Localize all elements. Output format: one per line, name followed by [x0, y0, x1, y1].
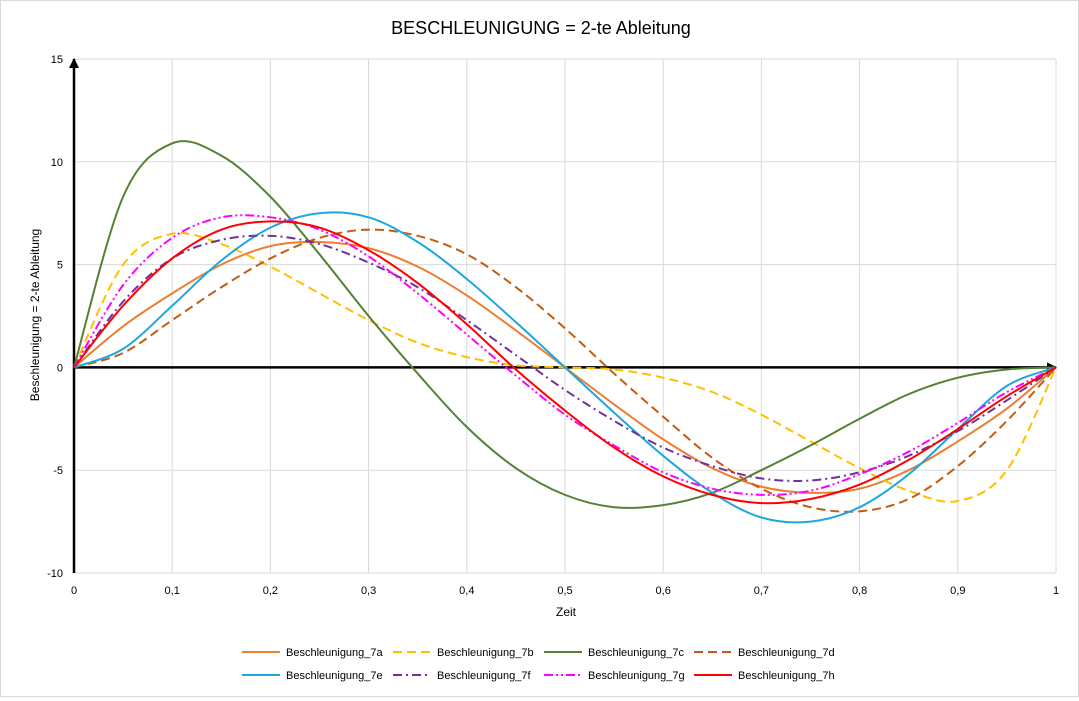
series-line-beschleunigung-7d	[73, 228, 1057, 513]
y-tick-label: -10	[47, 568, 63, 580]
series-line-beschleunigung-7f	[73, 234, 1057, 482]
series-lines	[73, 140, 1057, 524]
legend-label: Beschleunigung_7g	[588, 670, 685, 682]
legend-label: Beschleunigung_7f	[437, 670, 532, 682]
x-tick-label: 0,3	[361, 585, 376, 597]
legend-label: Beschleunigung_7c	[588, 647, 685, 659]
y-tick-label: 5	[57, 260, 63, 272]
x-axis-title: Zeit	[556, 605, 577, 619]
y-tick-label: 15	[51, 54, 63, 66]
y-tick-label: 10	[51, 157, 63, 169]
x-tick-label: 0,7	[754, 585, 769, 597]
y-axis-title: Beschleunigung = 2-te Ableitung	[28, 229, 42, 401]
x-tick-label: 0,5	[557, 585, 572, 597]
series-line-beschleunigung-7e	[73, 211, 1057, 524]
x-tick-label: 0,4	[459, 585, 474, 597]
y-tick-label: 0	[57, 362, 63, 374]
series-line-beschleunigung-7g	[73, 214, 1057, 496]
legend-label: Beschleunigung_7d	[738, 647, 835, 659]
series-line-beschleunigung-7h	[73, 220, 1057, 505]
chart-title: BESCHLEUNIGUNG = 2-te Ableitung	[391, 18, 691, 38]
x-tick-label: 0,9	[950, 585, 965, 597]
x-tick-label: 0,1	[165, 585, 180, 597]
legend-label: Beschleunigung_7h	[738, 670, 835, 682]
tick-labels: 0 0,1 0,2 0,3 0,4 0,5 0,6 0,7 0,8 0,9 1 -10 -5 0 5 10 15	[47, 54, 1059, 597]
x-tick-label: 0,6	[656, 585, 671, 597]
x-tick-label: 0	[71, 585, 77, 597]
x-tick-label: 0,2	[263, 585, 278, 597]
legend-label: Beschleunigung_7b	[437, 647, 534, 659]
legend-label: Beschleunigung_7a	[286, 647, 384, 659]
x-tick-label: 0,8	[852, 585, 867, 597]
series-line-beschleunigung-7c	[73, 140, 1057, 509]
y-tick-label: -5	[53, 465, 63, 477]
legend-label: Beschleunigung_7e	[286, 670, 383, 682]
x-tick-label: 1	[1053, 585, 1059, 597]
legend: Beschleunigung_7a Beschleunigung_7b Beschl…	[242, 647, 835, 682]
